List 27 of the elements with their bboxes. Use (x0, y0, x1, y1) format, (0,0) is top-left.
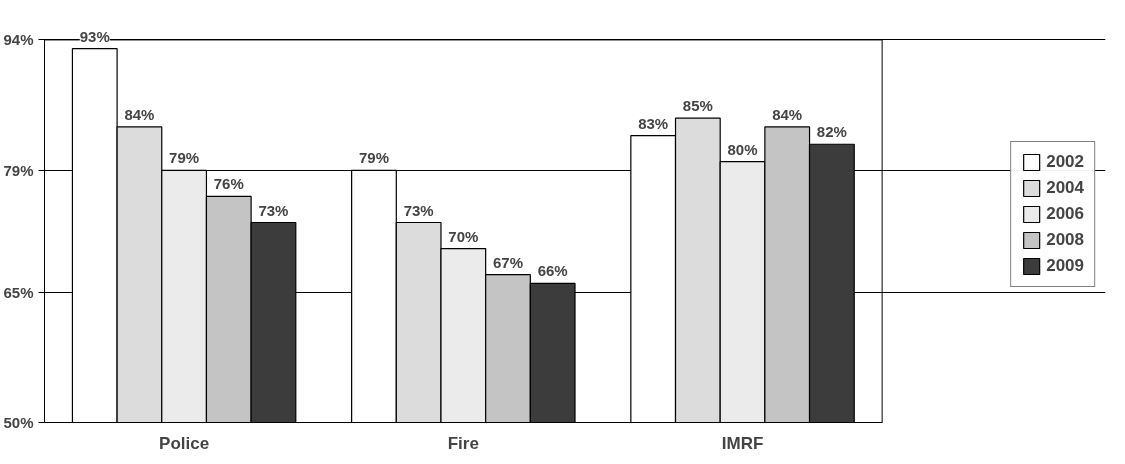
data-label: 73% (258, 201, 289, 219)
x-tick-label: Police (159, 433, 210, 453)
legend-label: 2004 (1046, 177, 1084, 198)
data-label: 85% (682, 97, 713, 115)
x-tick-label: IMRF (721, 433, 764, 453)
data-label: 79% (358, 149, 389, 167)
data-label: 73% (403, 201, 434, 219)
data-label: 83% (638, 114, 669, 132)
data-label: 84% (124, 105, 155, 123)
y-tick-label: 79% (3, 161, 34, 179)
legend-label: 2008 (1046, 229, 1084, 250)
data-label: 80% (727, 140, 758, 158)
legend-label: 2009 (1046, 255, 1084, 276)
data-label: 66% (537, 262, 568, 280)
data-label: 93% (79, 27, 110, 45)
data-label: 82% (816, 123, 847, 141)
data-label: 76% (213, 175, 244, 193)
x-tick-label: Fire (447, 433, 479, 453)
y-tick-label: 65% (3, 283, 34, 301)
data-label: 79% (169, 149, 200, 167)
data-label: 84% (772, 105, 803, 123)
legend-label: 2002 (1046, 151, 1084, 172)
y-tick-label: 94% (3, 31, 34, 49)
legend-label: 2006 (1046, 203, 1084, 224)
data-label: 67% (492, 253, 524, 271)
y-tick-label: 50% (3, 414, 34, 431)
data-label: 70% (448, 227, 479, 245)
